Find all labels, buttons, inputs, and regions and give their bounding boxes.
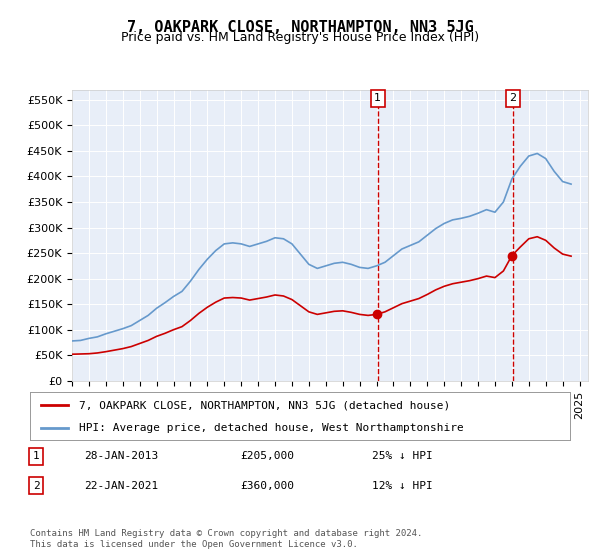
Text: £360,000: £360,000: [240, 480, 294, 491]
Text: Contains HM Land Registry data © Crown copyright and database right 2024.
This d: Contains HM Land Registry data © Crown c…: [30, 529, 422, 549]
Text: 7, OAKPARK CLOSE, NORTHAMPTON, NN3 5JG (detached house): 7, OAKPARK CLOSE, NORTHAMPTON, NN3 5JG (…: [79, 400, 450, 410]
Text: 28-JAN-2013: 28-JAN-2013: [84, 451, 158, 461]
Text: 22-JAN-2021: 22-JAN-2021: [84, 480, 158, 491]
Text: 1: 1: [374, 94, 381, 104]
Text: 25% ↓ HPI: 25% ↓ HPI: [372, 451, 433, 461]
Text: 7, OAKPARK CLOSE, NORTHAMPTON, NN3 5JG: 7, OAKPARK CLOSE, NORTHAMPTON, NN3 5JG: [127, 20, 473, 35]
Text: 2: 2: [509, 94, 517, 104]
Text: HPI: Average price, detached house, West Northamptonshire: HPI: Average price, detached house, West…: [79, 423, 463, 433]
Text: Price paid vs. HM Land Registry's House Price Index (HPI): Price paid vs. HM Land Registry's House …: [121, 31, 479, 44]
Text: £205,000: £205,000: [240, 451, 294, 461]
Text: 2: 2: [32, 480, 40, 491]
Text: 12% ↓ HPI: 12% ↓ HPI: [372, 480, 433, 491]
Text: 1: 1: [32, 451, 40, 461]
